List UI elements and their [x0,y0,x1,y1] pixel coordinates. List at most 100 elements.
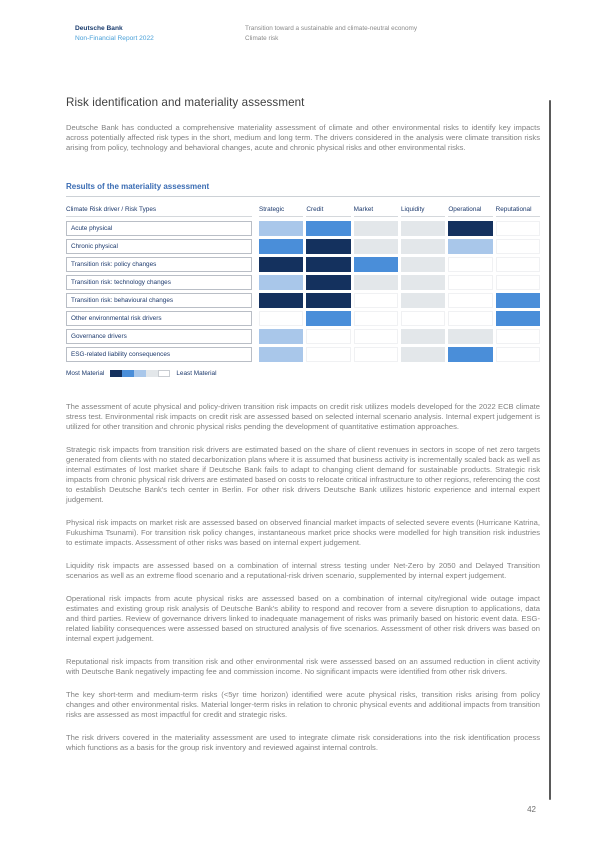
materiality-cell-level-2 [448,239,493,254]
materiality-cell-level-1 [400,239,446,254]
materiality-cell-level-3 [495,311,540,326]
matrix-row: Governance drivers [66,329,540,344]
materiality-cell-level-1 [400,293,446,308]
legend-scale-bar [110,370,171,377]
column-header-reputational: Reputational [495,206,540,217]
body-paragraph-8: The risk drivers covered in the material… [66,733,540,752]
column-header-credit: Credit [306,206,351,217]
row-label: Other environmental risk drivers [66,311,252,326]
materiality-cell-level-2 [259,221,304,236]
materiality-cell-level-1 [400,347,446,362]
materiality-cell-level-0 [353,293,398,308]
materiality-cell-level-0 [306,347,351,362]
column-header-liquidity: Liquidity [400,206,446,217]
intro-text: Deutsche Bank has conducted a comprehens… [66,123,540,152]
page-title: Risk identification and materiality asse… [66,96,305,109]
materiality-cell-level-0 [495,257,540,272]
row-label: ESG-related liability consequences [66,347,252,362]
legend-swatch-level-2 [134,370,147,377]
materiality-cell-level-1 [448,329,493,344]
materiality-cell-level-4 [306,293,351,308]
report-brand: Deutsche Bank Non-Financial Report 2022 [75,24,154,43]
legend-swatch-level-1 [146,370,159,377]
materiality-cell-level-0 [448,275,493,290]
matrix-corner-header: Climate Risk driver / Risk Types [66,206,252,217]
chapter-title: Transition toward a sustainable and clim… [245,25,418,32]
column-header-operational: Operational [448,206,493,217]
materiality-cell-level-3 [448,347,493,362]
row-label: Chronic physical [66,239,252,254]
materiality-cell-level-2 [259,347,304,362]
materiality-cell-level-4 [448,221,493,236]
materiality-cell-level-1 [353,275,398,290]
matrix-rows: Acute physical Chronic physical Transition… [66,221,540,362]
materiality-cell-level-0 [259,311,304,326]
materiality-cell-level-4 [306,257,351,272]
materiality-cell-level-2 [259,275,304,290]
intro-paragraph: Deutsche Bank has conducted a comprehens… [66,123,540,153]
materiality-cell-level-4 [259,257,304,272]
materiality-cell-level-0 [353,347,398,362]
body-paragraph-1: The assessment of acute physical and pol… [66,402,540,431]
materiality-cell-level-3 [495,293,540,308]
body-paragraph-2: Strategic risk impacts from transition r… [66,445,540,504]
page-edge-line [549,100,551,800]
legend-least-label: Least Material [176,370,217,377]
legend-swatch-level-4 [110,370,123,377]
matrix-row: ESG-related liability consequences [66,347,540,362]
report-title: Non-Financial Report 2022 [75,34,154,42]
chapter-context: Transition toward a sustainable and clim… [245,24,417,43]
materiality-cell-level-0 [495,329,540,344]
materiality-cell-level-4 [306,239,351,254]
page-number: 42 [527,805,536,814]
matrix-row: Acute physical [66,221,540,236]
body-paragraph-3: Physical risk impacts on market risk are… [66,518,540,547]
materiality-cell-level-0 [400,311,446,326]
matrix-row: Transition risk: behavioural changes [66,293,540,308]
body-paragraph-5: Operational risk impacts from acute phys… [66,594,540,643]
materiality-cell-level-0 [495,275,540,290]
materiality-cell-level-1 [400,275,446,290]
materiality-cell-level-2 [259,329,304,344]
row-label: Transition risk: behavioural changes [66,293,252,308]
matrix-row: Transition risk: technology changes [66,275,540,290]
materiality-cell-level-4 [306,275,351,290]
body-paragraph-7: The key short-term and medium-term risks… [66,690,540,719]
materiality-cell-level-1 [400,221,446,236]
legend-most-label: Most Material [66,370,105,377]
row-label: Transition risk: policy changes [66,257,252,272]
matrix-title-rule [66,196,540,197]
row-label: Governance drivers [66,329,252,344]
section-title: Climate risk [245,34,279,42]
matrix-row: Chronic physical [66,239,540,254]
column-header-market: Market [353,206,398,217]
materiality-cell-level-0 [448,257,493,272]
row-label: Acute physical [66,221,252,236]
legend-swatch-level-3 [122,370,135,377]
column-header-strategic: Strategic [259,206,304,217]
materiality-cell-level-3 [259,239,304,254]
body-paragraphs: The assessment of acute physical and pol… [66,402,540,766]
materiality-cell-level-0 [495,347,540,362]
body-paragraph-6: Reputational risk impacts from transitio… [66,657,540,676]
materiality-cell-level-3 [306,311,351,326]
materiality-matrix: Results of the materiality assessment Cl… [66,182,540,377]
matrix-header-row: Climate Risk driver / Risk Types Strateg… [66,206,540,217]
matrix-legend: Most Material Least Material [66,370,540,377]
brand-name: Deutsche Bank [75,25,123,32]
body-paragraph-4: Liquidity risk impacts are assessed base… [66,561,540,580]
materiality-cell-level-1 [353,221,398,236]
materiality-cell-level-0 [306,329,351,344]
materiality-cell-level-0 [448,311,493,326]
legend-swatch-level-0 [158,370,171,377]
materiality-cell-level-3 [353,257,398,272]
materiality-cell-level-0 [353,311,398,326]
materiality-cell-level-1 [353,239,398,254]
materiality-cell-level-0 [495,221,540,236]
materiality-cell-level-0 [448,293,493,308]
row-label: Transition risk: technology changes [66,275,252,290]
materiality-cell-level-3 [306,221,351,236]
matrix-row: Other environmental risk drivers [66,311,540,326]
matrix-title: Results of the materiality assessment [66,182,210,191]
materiality-cell-level-0 [353,329,398,344]
